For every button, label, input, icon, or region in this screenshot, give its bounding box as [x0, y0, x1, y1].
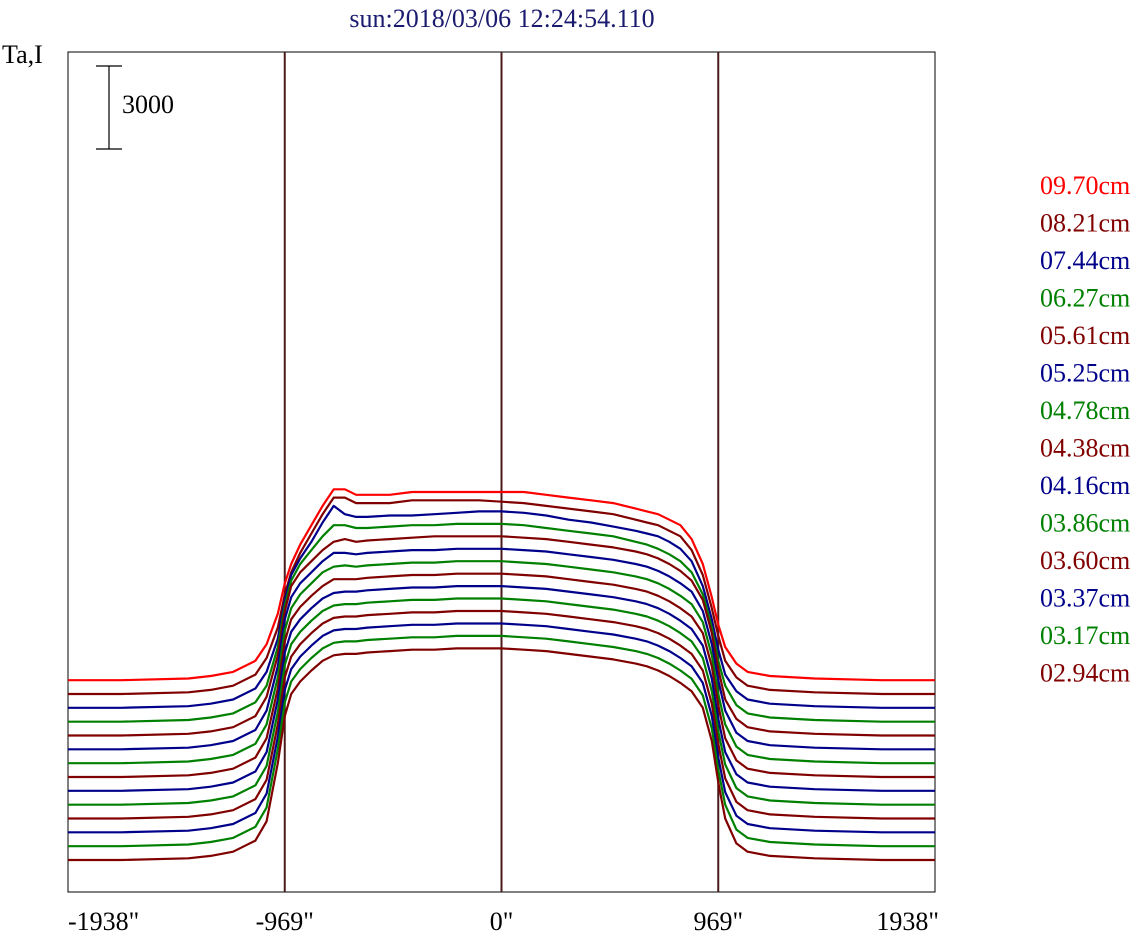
series-line-8: [68, 584, 935, 792]
legend-entry-6: 04.78cm: [1040, 396, 1130, 425]
x-tick-label-1: -969": [256, 907, 314, 936]
legend-entry-4: 05.61cm: [1040, 321, 1130, 350]
legend-entry-8: 04.16cm: [1040, 471, 1130, 500]
legend-entry-3: 06.27cm: [1040, 284, 1130, 313]
legend-entry-0: 09.70cm: [1040, 171, 1130, 200]
legend-entry-13: 02.94cm: [1040, 659, 1130, 688]
legend-entry-10: 03.60cm: [1040, 546, 1130, 575]
x-tick-label-3: 969": [693, 907, 743, 936]
series-line-12: [68, 634, 935, 848]
legend-entry-7: 04.38cm: [1040, 434, 1130, 463]
series-line-11: [68, 622, 935, 834]
x-tick-label-4: 1938": [876, 907, 939, 936]
legend-entry-11: 03.37cm: [1040, 584, 1130, 613]
vertical-reference-lines: [283, 52, 720, 892]
legend-entry-9: 03.86cm: [1040, 509, 1130, 538]
legend-entry-12: 03.17cm: [1040, 621, 1130, 650]
series-line-0: [68, 488, 935, 682]
legend-entry-2: 07.44cm: [1040, 246, 1130, 275]
x-tick-labels: -1938" -969" 0" 969" 1938": [68, 907, 939, 936]
legend-entry-1: 08.21cm: [1040, 209, 1130, 238]
series-line-2: [68, 504, 935, 709]
x-tick-label-2: 0": [490, 907, 514, 936]
series-line-7: [68, 572, 935, 779]
x-tick-label-0: -1938": [68, 907, 139, 936]
series-line-1: [68, 496, 935, 696]
series-line-10: [68, 609, 935, 820]
series-lines: [68, 488, 935, 862]
legend-entry-5: 05.25cm: [1040, 359, 1130, 388]
chart-title: sun:2018/03/06 12:24:54.110: [349, 4, 654, 33]
legend: 09.70cm 08.21cm 07.44cm 06.27cm 05.61cm 05.25…: [1040, 171, 1130, 688]
y-axis-label: Ta,I: [2, 40, 43, 69]
series-line-4: [68, 535, 935, 737]
scale-bar-label: 3000: [122, 90, 174, 119]
series-line-9: [68, 597, 935, 806]
series-line-3: [68, 522, 935, 723]
series-line-5: [68, 547, 935, 751]
series-line-13: [68, 647, 935, 862]
scale-bar: 3000: [96, 65, 174, 150]
series-line-6: [68, 560, 935, 765]
